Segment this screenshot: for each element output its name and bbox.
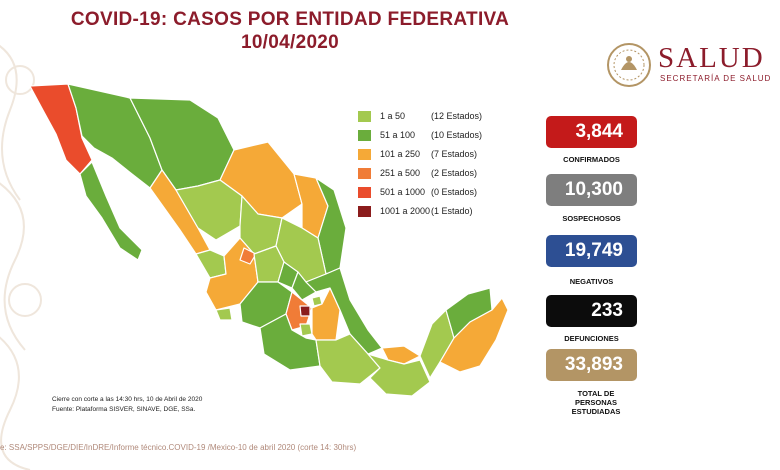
legend-item: 1001 a 2000 (1 Estado): [358, 203, 498, 222]
legend-swatch: [358, 149, 371, 160]
logo-subtitle: SECRETARÍA DE SALUD: [660, 74, 772, 83]
legend-swatch: [358, 168, 371, 179]
logo-wordmark: SALUD: [658, 42, 765, 74]
state-colima: [215, 307, 233, 321]
negative-label: NEGATIVOS: [569, 277, 614, 286]
legend-swatch: [358, 111, 371, 122]
state-baja-california-sur: [79, 161, 143, 261]
negative-value: 19,749: [564, 240, 623, 261]
deaths-box: 233: [546, 295, 637, 327]
confirmed-label: CONFIRMADOS: [563, 155, 620, 164]
deaths-label: DEFUNCIONES: [564, 334, 619, 343]
state-sinaloa: [149, 169, 211, 255]
page-title: COVID-19: CASOS POR ENTIDAD FEDERATIVA 1…: [40, 8, 540, 54]
state-aguascalientes: [239, 247, 257, 265]
legend-range: 101 a 250: [380, 149, 421, 159]
legend-swatch: [358, 187, 371, 198]
mexico-map: [29, 83, 509, 397]
legend-item: 101 a 250 (7 Estados): [358, 146, 498, 165]
state-nayarit: [195, 249, 227, 279]
legend-range: 1 a 50: [380, 111, 406, 121]
total-studied-box: 33,893: [546, 349, 637, 381]
title-line1: COVID-19: CASOS POR ENTIDAD FEDERATIVA: [70, 9, 510, 30]
state-puebla: [311, 287, 341, 341]
state-chiapas: [367, 353, 431, 397]
state-morelos: [299, 323, 313, 337]
decorative-pattern: [0, 45, 42, 470]
state-tabasco: [381, 345, 421, 365]
legend-item: 51 a 100 (10 Estados): [358, 127, 498, 146]
legend-item: 251 a 500 (2 Estados): [358, 165, 498, 184]
confirmed-value: 3,844: [575, 121, 623, 142]
deaths-value: 233: [591, 300, 623, 321]
legend-range: 251 a 500: [380, 168, 421, 178]
suspected-label: SOSPECHOSOS: [562, 214, 621, 223]
legend-count: (12 Estados): [431, 111, 483, 121]
legend-swatch: [358, 130, 371, 141]
legend-range: 51 a 100: [380, 130, 416, 140]
suspected-box: 10,300: [546, 174, 637, 206]
state-quintana-roo: [439, 297, 509, 373]
legend-range: 1001 a 2000: [380, 206, 431, 216]
legend-item: 1 a 50 (12 Estados): [358, 108, 498, 127]
legend-item: 501 a 1000 (0 Estados): [358, 184, 498, 203]
footnote-source: Fuente: Plataforma SISVER, SINAVE, DGE, …: [52, 406, 196, 413]
confirmed-box: 3,844: [546, 116, 637, 148]
state-hidalgo: [291, 271, 317, 301]
map-footnote: Cierre con corte a las 14:30 hrs, 10 de …: [52, 395, 202, 415]
footnote-cutoff: Cierre con corte a las 14:30 hrs, 10 de …: [52, 396, 203, 403]
legend-count: (10 Estados): [431, 130, 483, 140]
suspected-value: 10,300: [564, 179, 623, 200]
source-citation: e: SSA/SPPS/DGE/DIE/InDRE/Informe técnic…: [0, 443, 357, 452]
coat-of-arms-icon: [607, 43, 651, 87]
legend-count: (2 Estados): [431, 168, 478, 178]
total-studied-label: TOTAL DE PERSONAS ESTUDIADAS: [571, 389, 621, 416]
total-studied-value: 33,893: [564, 354, 623, 375]
legend-range: 501 a 1000: [380, 187, 426, 197]
title-date: 10/04/2020: [240, 32, 340, 53]
legend-count: (0 Estados): [431, 187, 478, 197]
map-legend: 1 a 50 (12 Estados) 51 a 100 (10 Estados…: [358, 108, 498, 222]
legend-count: (1 Estado): [431, 206, 473, 216]
salud-logo: SALUD SECRETARÍA DE SALUD: [606, 40, 776, 90]
negative-box: 19,749: [546, 235, 637, 267]
state-cdmx: [299, 305, 311, 317]
legend-swatch: [358, 206, 371, 217]
legend-count: (7 Estados): [431, 149, 478, 159]
